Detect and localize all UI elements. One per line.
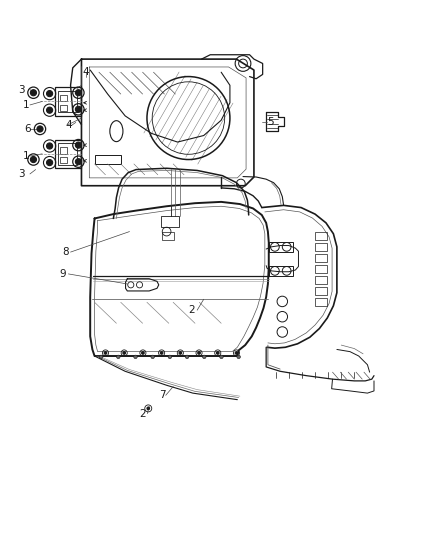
Circle shape [104, 352, 107, 354]
Bar [269, 241, 293, 252]
Bar [315, 298, 327, 306]
Text: 9: 9 [60, 269, 66, 279]
Text: 2: 2 [139, 409, 146, 418]
Bar [315, 276, 327, 284]
Circle shape [123, 352, 126, 354]
Circle shape [160, 352, 163, 354]
Circle shape [237, 355, 240, 359]
Bar [315, 244, 327, 251]
Circle shape [147, 407, 150, 410]
Bar [315, 232, 327, 240]
Circle shape [179, 352, 182, 354]
Text: 5: 5 [267, 117, 274, 126]
Circle shape [216, 352, 219, 354]
Circle shape [168, 355, 172, 359]
Bar [60, 95, 67, 101]
Circle shape [46, 107, 53, 113]
Circle shape [75, 90, 81, 96]
Text: 1: 1 [23, 151, 29, 161]
Circle shape [46, 91, 53, 96]
Bar [315, 265, 327, 273]
Bar [60, 147, 67, 154]
Circle shape [185, 355, 189, 359]
Circle shape [46, 143, 53, 149]
Circle shape [235, 352, 238, 354]
Text: 7: 7 [159, 390, 166, 400]
Bar [58, 91, 77, 112]
Bar [315, 287, 327, 295]
Text: 4: 4 [82, 67, 89, 77]
Circle shape [30, 90, 36, 96]
Bar [95, 155, 121, 164]
Circle shape [75, 106, 81, 112]
Text: 6: 6 [24, 124, 31, 134]
Text: 3: 3 [18, 85, 25, 95]
Circle shape [134, 355, 137, 359]
Circle shape [141, 352, 144, 354]
Circle shape [99, 355, 103, 359]
Bar [162, 231, 174, 240]
Text: 4: 4 [65, 120, 72, 131]
Circle shape [75, 159, 81, 165]
Circle shape [46, 159, 53, 166]
Text: 1: 1 [23, 100, 29, 110]
Circle shape [198, 352, 200, 354]
Bar [55, 140, 81, 168]
Circle shape [37, 126, 43, 132]
Circle shape [202, 355, 206, 359]
Circle shape [220, 355, 223, 359]
Bar [269, 265, 293, 276]
Bar [161, 216, 179, 227]
Bar [315, 254, 327, 262]
Circle shape [151, 355, 155, 359]
Text: 3: 3 [18, 169, 25, 179]
Circle shape [30, 157, 36, 163]
Text: 8: 8 [62, 247, 69, 257]
Bar [60, 104, 67, 111]
Bar [60, 157, 67, 164]
Bar [55, 87, 81, 116]
Bar [58, 143, 77, 165]
Circle shape [117, 355, 120, 359]
Circle shape [75, 142, 81, 148]
Text: 2: 2 [189, 305, 195, 315]
